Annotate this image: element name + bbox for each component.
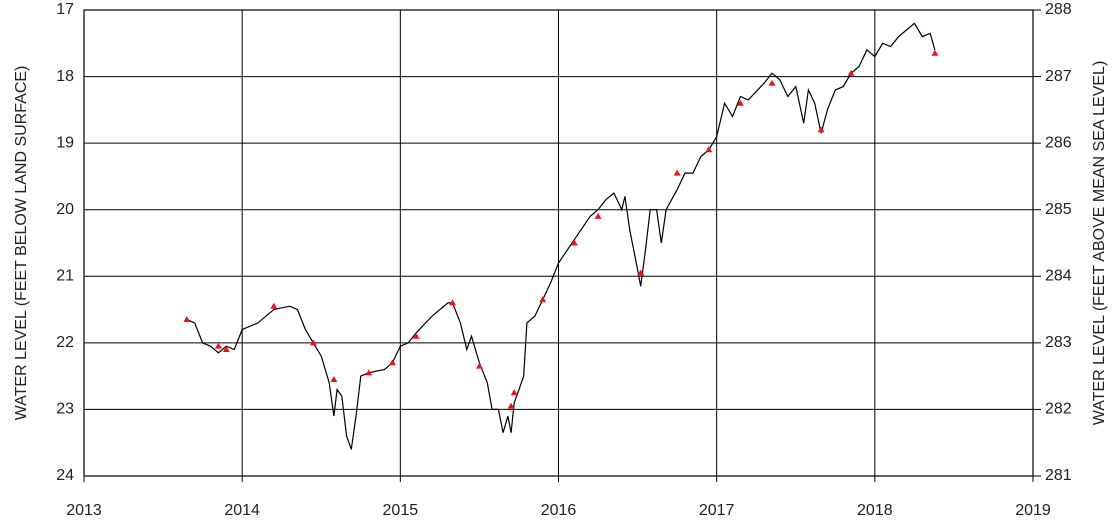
y-tick-label: 18 [56,68,74,85]
y2-tick-label: 285 [1045,201,1072,218]
water-level-line [186,22,936,450]
y-tick-label: 23 [56,401,74,418]
y2-tick-label: 287 [1045,68,1072,85]
measurement-marker [365,369,373,376]
x-tick-label: 2018 [857,502,893,519]
measurement-marker [539,296,547,303]
x-tick-label: 2019 [1015,502,1051,519]
measurement-marker [330,375,338,382]
measurement-marker [768,79,776,86]
measurement-marker [388,359,396,366]
y-tick-label: 17 [56,1,74,18]
measurement-marker [673,169,681,176]
plot-frame [83,9,1034,477]
measurement-marker [449,299,457,306]
y-axis-label: WATER LEVEL (FEET BELOW LAND SURFACE) [13,66,30,421]
y2-tick-label: 286 [1045,134,1072,151]
measurement-marker [736,99,744,106]
measurement-marker [931,49,939,56]
y-tick-label: 20 [56,201,74,218]
measurement-marker [570,239,578,246]
measurement-marker [637,269,645,276]
measurement-marker [222,346,230,353]
measurement-marker [507,402,515,409]
x-tick-label: 2013 [66,502,102,519]
x-tick-label: 2017 [699,502,735,519]
measurement-marker [270,302,278,309]
y2-axis-label: WATER LEVEL (FEET ABOVE MEAN SEA LEVEL) [1091,61,1108,426]
y2-tick-label: 283 [1045,334,1072,351]
measurement-marker [412,332,420,339]
measurement-marker [594,212,602,219]
measurement-marker [475,362,483,369]
y-tick-label: 19 [56,134,74,151]
y2-tick-label: 288 [1045,1,1072,18]
x-tick-label: 2015 [383,502,419,519]
y-tick-label: 24 [56,467,74,484]
measurement-marker [183,316,191,323]
measurement-marker [309,339,317,346]
measurement-marker [510,389,518,396]
measurement-marker [817,126,825,133]
y-tick-label: 22 [56,334,74,351]
y-tick-label: 21 [56,268,74,285]
x-tick-label: 2016 [541,502,577,519]
x-tick-label: 2014 [224,502,260,519]
y2-tick-label: 284 [1045,268,1072,285]
measurement-marker [214,342,222,349]
measurement-marker [847,69,855,76]
measurement-marker [705,146,713,153]
y2-tick-label: 282 [1045,401,1072,418]
y2-tick-label: 281 [1045,467,1072,484]
